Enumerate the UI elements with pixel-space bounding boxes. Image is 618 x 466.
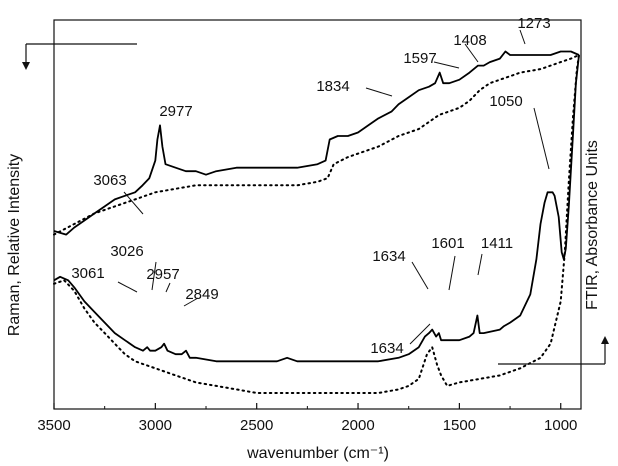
x-axis-ticks: 3500 3000 2500 2000 1500 1000 [37,403,577,434]
x-tick-label-1500: 1500 [443,417,476,434]
peak-leader-line [433,61,460,69]
series-line-2 [53,54,580,236]
right-axis-arrow-icon [498,336,609,365]
x-tick-label-3000: 3000 [139,417,172,434]
peak-leader-line [464,43,479,63]
peak-label-1050: 1050 [489,93,522,110]
peak-leader-line [183,297,199,307]
peak-label-3061: 3061 [71,265,104,282]
peak-leader-line [151,261,157,291]
y-axis-title-right: FTIR, Absorbance Units [584,140,601,310]
peak-label-2977: 2977 [159,103,192,120]
peak-leader-line [519,29,526,45]
x-tick-label-2500: 2500 [240,417,273,434]
series-group [53,50,580,394]
peak-label-1408: 1408 [453,32,486,49]
peak-label-2849: 2849 [185,286,218,303]
peak-leader-line [477,253,483,276]
peak-leader-line [365,87,393,97]
peak-leader-line [123,191,144,215]
peak-label-1634: 1634 [372,248,405,265]
left-axis-arrow-icon [22,43,137,70]
x-axis-title: wavenumber (cm⁻¹) [246,445,389,462]
plot-frame [53,19,582,410]
peak-label-2957: 2957 [146,266,179,283]
series-line-1 [53,50,580,236]
peak-leader-line [165,282,171,293]
peak-label-1597: 1597 [403,50,436,67]
peak-label-1273: 1273 [517,15,550,32]
y-axis-title-left: Raman, Relative Intensity [6,154,23,336]
peak-leader-line [411,261,429,290]
x-tick-label-2000: 2000 [341,417,374,434]
x-tick-label-3500: 3500 [37,417,70,434]
peak-label-1601: 1601 [431,235,464,252]
series-line-3 [53,54,580,363]
peak-label-3063: 3063 [93,172,126,189]
peak-label-1834: 1834 [316,78,349,95]
peak-label-3026: 3026 [110,243,143,260]
peak-leader-line [448,255,456,291]
peak-label-1411: 1411 [481,235,513,252]
annotation-group: 3063 2977 1834 1597 1408 1273 1050 3061 30262957… [71,15,550,357]
peak-leader-line [409,323,431,345]
peak-label-1634: 1634 [370,340,403,357]
x-tick-label-1000: 1000 [544,417,577,434]
peak-leader-line [117,281,138,293]
peak-leader-line [533,107,550,170]
